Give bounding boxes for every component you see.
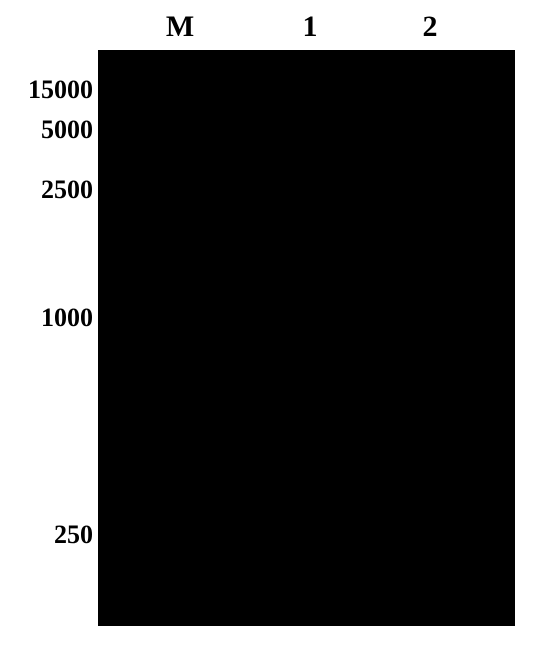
marker-label-1000: 1000 — [0, 303, 93, 333]
lane-label-1: 1 — [303, 10, 318, 44]
lane-label-2: 2 — [423, 10, 438, 44]
marker-label-2500: 2500 — [0, 175, 93, 205]
marker-label-250: 250 — [0, 520, 93, 550]
marker-label-5000: 5000 — [0, 115, 93, 145]
gel-figure: M 1 2 15000 5000 2500 1000 250 — [0, 0, 539, 655]
gel-image-area — [98, 50, 515, 626]
marker-label-15000: 15000 — [0, 75, 93, 105]
lane-label-M: M — [166, 10, 194, 44]
